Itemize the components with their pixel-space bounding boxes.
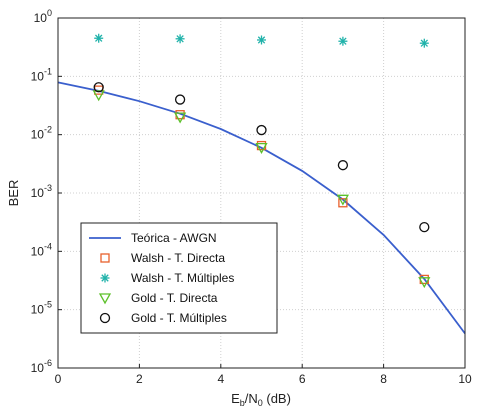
data-point xyxy=(175,34,185,44)
legend-item: Gold - T. Directa xyxy=(98,291,218,305)
legend-marker xyxy=(99,312,111,324)
x-tick-label: 0 xyxy=(55,372,62,386)
star-stroke xyxy=(95,34,103,42)
series-layer xyxy=(57,33,466,335)
y-tick-label: 10-6 xyxy=(31,358,52,375)
legend-box xyxy=(80,222,278,334)
data-point xyxy=(255,142,268,154)
star-stroke xyxy=(420,39,428,47)
series-2 xyxy=(94,33,429,48)
legend-item: Walsh - T. Múltiples xyxy=(100,271,234,285)
y-tick-label: 10-3 xyxy=(31,183,52,200)
y-tick-label: 100 xyxy=(34,8,52,25)
data-point xyxy=(419,38,429,48)
data-point xyxy=(418,277,431,289)
data-point xyxy=(337,160,349,171)
series-3 xyxy=(92,90,431,289)
legend: Teórica - AWGN Walsh - T. Directa Walsh - … xyxy=(80,222,278,334)
x-tick-label: 2 xyxy=(136,372,143,386)
ticks: 0 2 4 6 8 10 100 10-1 10-2 10-3 10-4 10-5 10-6 xyxy=(31,8,472,386)
star-stroke xyxy=(257,36,266,44)
legend-item: Walsh - T. Directa xyxy=(100,251,225,265)
series-line xyxy=(57,81,466,335)
data-point xyxy=(256,124,267,136)
series-4 xyxy=(93,82,430,233)
data-point xyxy=(174,94,186,105)
y-tick-label: 10-5 xyxy=(31,300,52,317)
data-point xyxy=(336,194,350,206)
legend-label: Walsh - T. Directa xyxy=(131,251,225,265)
star-stroke xyxy=(176,35,184,43)
data-point xyxy=(338,36,348,46)
data-point xyxy=(419,221,430,233)
x-tick-label: 4 xyxy=(217,372,224,386)
legend-item: Gold - T. Múltiples xyxy=(99,311,227,325)
data-point xyxy=(173,112,187,124)
legend-label: Walsh - T. Múltiples xyxy=(131,271,234,285)
legend-label: Gold - T. Directa xyxy=(131,291,218,305)
legend-label: Gold - T. Múltiples xyxy=(131,311,227,325)
y-tick-label: 10-2 xyxy=(31,125,52,142)
x-tick-label: 8 xyxy=(380,372,387,386)
y-tick-label: 10-1 xyxy=(31,66,52,83)
star-stroke xyxy=(339,37,347,45)
legend-marker xyxy=(100,273,110,283)
x-axis-label: Eb/N0 (dB) xyxy=(231,391,291,408)
y-tick-label: 10-4 xyxy=(31,241,52,258)
data-point xyxy=(257,35,266,45)
data-point xyxy=(93,82,104,93)
x-tick-label: 6 xyxy=(299,372,306,386)
y-axis-label: BER xyxy=(6,180,21,207)
data-point xyxy=(94,33,104,43)
x-tick-label: 10 xyxy=(458,372,472,386)
legend-marker xyxy=(100,253,110,263)
series-0 xyxy=(57,81,466,335)
legend-marker xyxy=(98,293,112,305)
legend-label: Teórica - AWGN xyxy=(131,231,217,245)
star-stroke xyxy=(101,274,109,282)
data-point xyxy=(338,198,348,208)
data-point xyxy=(92,90,105,102)
legend-item: Teórica - AWGN xyxy=(89,231,217,245)
